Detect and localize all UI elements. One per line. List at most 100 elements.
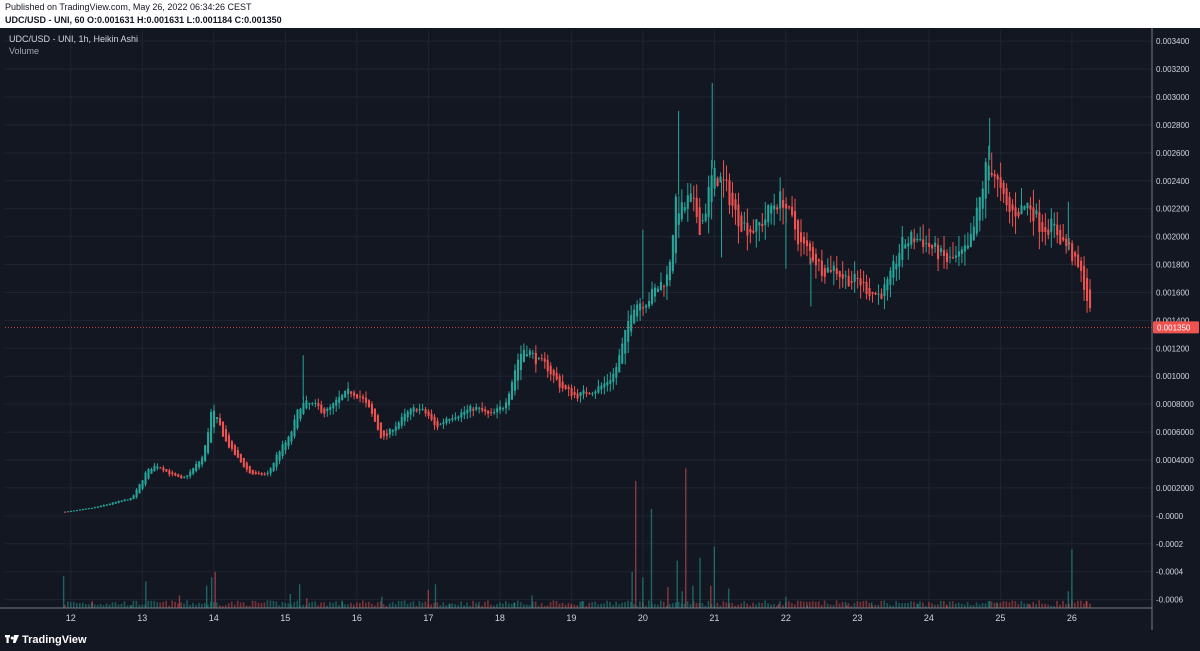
candle-body xyxy=(87,508,90,510)
candle-body xyxy=(302,402,305,414)
volume-bar xyxy=(886,603,889,608)
x-tick-label: 23 xyxy=(852,613,862,623)
candle-body xyxy=(356,394,359,399)
volume-bar xyxy=(78,603,81,608)
volume-bar xyxy=(665,605,668,608)
candle-body xyxy=(114,501,117,504)
volume-spike xyxy=(692,585,694,608)
candle-body xyxy=(406,411,409,418)
candle-body xyxy=(323,408,326,414)
volume-bar xyxy=(609,601,611,608)
volume-bar xyxy=(722,601,725,608)
candle-body xyxy=(603,383,606,388)
candle-body xyxy=(999,177,1002,188)
candle-body xyxy=(117,500,120,503)
candle-body xyxy=(189,471,192,477)
chart-legend-title: UDC/USD - UNI, 1h, Heikin Ashi xyxy=(9,34,139,44)
volume-bar xyxy=(484,602,486,608)
candle-body xyxy=(314,402,317,404)
volume-bar xyxy=(269,600,272,608)
volume-bar xyxy=(415,605,418,608)
volume-spike xyxy=(341,602,344,608)
volume-bar xyxy=(880,600,883,608)
candle-body xyxy=(972,226,975,241)
y-tick-label: 0.002000 xyxy=(1156,233,1190,242)
candle-body xyxy=(975,207,978,234)
volume-bar xyxy=(633,604,635,608)
volume-bar xyxy=(162,601,165,608)
candle-body xyxy=(558,376,561,388)
candle-body xyxy=(931,245,934,249)
candle-body xyxy=(242,458,245,468)
volume-bar xyxy=(445,605,448,608)
volume-bar xyxy=(740,603,743,608)
volume-bar xyxy=(987,601,990,608)
volume-bar xyxy=(87,604,90,608)
candle-body xyxy=(880,293,883,299)
volume-bar xyxy=(758,602,760,608)
candle-body xyxy=(382,430,385,437)
volume-bar xyxy=(284,602,287,608)
volume-bar xyxy=(481,605,483,608)
candle-body xyxy=(499,406,502,411)
volume-bar xyxy=(290,604,293,608)
candle-body xyxy=(779,191,782,209)
candle-body xyxy=(767,205,770,223)
y-tick-label: 0.002600 xyxy=(1156,149,1190,158)
volume-bar xyxy=(516,600,519,608)
volume-bar xyxy=(957,602,960,608)
volume-bar xyxy=(376,602,379,608)
volume-bar xyxy=(689,603,692,608)
volume-bar xyxy=(835,600,838,608)
volume-bar xyxy=(540,602,543,608)
volume-spike xyxy=(845,605,848,608)
candle-body xyxy=(421,408,424,410)
candle-body xyxy=(281,444,284,457)
volume-bar xyxy=(177,603,179,608)
candle-body xyxy=(451,418,454,420)
volume-bar xyxy=(361,600,364,608)
volume-spike xyxy=(449,603,451,608)
volume-bar xyxy=(1050,605,1052,608)
candle-body xyxy=(248,466,251,474)
candle-body xyxy=(573,391,576,396)
candle-body xyxy=(650,289,654,304)
candle-body xyxy=(764,219,767,226)
volume-bar xyxy=(409,602,412,608)
candle-body xyxy=(1068,242,1071,245)
candle-body xyxy=(263,473,266,475)
volume-bar xyxy=(1041,603,1043,608)
candle-body xyxy=(1002,182,1005,194)
candle-body xyxy=(770,205,773,214)
volume-bar xyxy=(823,600,826,608)
volume-bar xyxy=(677,601,680,608)
volume-bar xyxy=(889,605,892,608)
volume-bar xyxy=(186,600,188,608)
candle-body xyxy=(871,292,874,294)
candle-body xyxy=(358,396,362,398)
chart-panel[interactable]: 12 13 14 15 16 17 18 19 20 21 22 23 24 25 26 0.003400 0… xyxy=(0,28,1200,630)
x-tick-label: 24 xyxy=(924,613,934,623)
candle-body xyxy=(636,304,639,317)
volume-bar xyxy=(1026,603,1029,608)
chart-legend-volume: Volume xyxy=(9,46,40,56)
candle-body xyxy=(534,352,537,365)
volume-bar xyxy=(716,602,719,608)
candle-body xyxy=(487,410,490,414)
volume-bar xyxy=(72,601,75,608)
candle-body xyxy=(731,192,734,206)
candle-body xyxy=(233,445,236,456)
candle-body xyxy=(957,251,960,257)
volume-bar xyxy=(636,605,638,608)
volume-bar xyxy=(510,603,513,608)
candle-body xyxy=(615,367,618,378)
candle-body xyxy=(582,390,585,395)
candle-body xyxy=(215,417,219,420)
price-chart[interactable]: 12 13 14 15 16 17 18 19 20 21 22 23 24 25 26 0.0034000… xyxy=(0,28,1200,630)
volume-bar xyxy=(764,600,766,608)
candle-body xyxy=(484,409,487,412)
volume-spike xyxy=(1085,601,1087,608)
volume-bar xyxy=(546,605,549,608)
volume-spike xyxy=(713,546,716,608)
candle-body xyxy=(901,237,904,260)
